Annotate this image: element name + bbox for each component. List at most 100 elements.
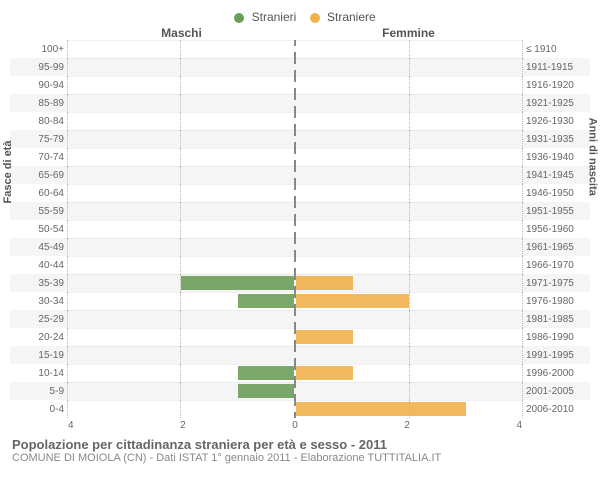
birth-label: 1931-1935 bbox=[522, 134, 590, 145]
birth-label: 1951-1955 bbox=[522, 206, 590, 217]
birth-label: 1941-1945 bbox=[522, 170, 590, 181]
birth-label: 1991-1995 bbox=[522, 350, 590, 361]
age-label: 30-34 bbox=[10, 296, 68, 307]
chart-title: Popolazione per cittadinanza straniera p… bbox=[12, 437, 588, 452]
y-axis-label-right: Anni di nascita bbox=[586, 118, 598, 196]
birth-label: 2001-2005 bbox=[522, 386, 590, 397]
age-label: 95-99 bbox=[10, 62, 68, 73]
table-row: 75-791931-1935 bbox=[10, 130, 590, 148]
female-half bbox=[296, 292, 522, 310]
chart-subtitle: COMUNE DI MOIOLA (CN) - Dati ISTAT 1° ge… bbox=[12, 452, 588, 464]
male-half bbox=[68, 310, 296, 328]
female-bar bbox=[296, 366, 353, 380]
birth-label: 1986-1990 bbox=[522, 332, 590, 343]
female-half bbox=[296, 364, 522, 382]
male-half bbox=[68, 274, 296, 292]
age-label: 35-39 bbox=[10, 278, 68, 289]
age-label: 40-44 bbox=[10, 260, 68, 271]
male-half bbox=[68, 382, 296, 400]
table-row: 70-74 1936-1940 bbox=[10, 148, 590, 166]
birth-label: 1926-1930 bbox=[522, 116, 590, 127]
age-label: 60-64 bbox=[10, 188, 68, 199]
legend-label-male: Stranieri bbox=[252, 10, 297, 24]
table-row: 15-19 1991-1995 bbox=[10, 346, 590, 364]
plot-area: Fasce di età Anni di nascita 100+≤ 19109… bbox=[10, 40, 590, 418]
male-half bbox=[68, 238, 296, 256]
male-half bbox=[68, 220, 296, 238]
table-row: 80-84 1926-1930 bbox=[10, 112, 590, 130]
pyramid-chart: Stranieri Straniere Maschi Femmine Fasce… bbox=[0, 0, 600, 500]
male-bar bbox=[238, 384, 295, 398]
table-row: 40-441966-1970 bbox=[10, 256, 590, 274]
female-half bbox=[296, 112, 522, 130]
table-row: 45-491961-1965 bbox=[10, 238, 590, 256]
male-half bbox=[68, 94, 296, 112]
male-half bbox=[68, 328, 296, 346]
female-half bbox=[296, 130, 522, 148]
table-row: 35-39 1971-1975 bbox=[10, 274, 590, 292]
table-row: 60-64 1946-1950 bbox=[10, 184, 590, 202]
birth-label: 1946-1950 bbox=[522, 188, 590, 199]
female-half bbox=[296, 400, 522, 418]
age-label: 25-29 bbox=[10, 314, 68, 325]
female-half bbox=[296, 238, 522, 256]
birth-label: 2006-2010 bbox=[522, 404, 590, 415]
table-row: 0-42006-2010 bbox=[10, 400, 590, 418]
male-half bbox=[68, 202, 296, 220]
legend-swatch-male bbox=[234, 13, 244, 23]
female-half bbox=[296, 274, 522, 292]
birth-label: 1976-1980 bbox=[522, 296, 590, 307]
x-tick: 2 bbox=[404, 420, 410, 431]
table-row: 5-9 2001-2005 bbox=[10, 382, 590, 400]
birth-label: 1916-1920 bbox=[522, 80, 590, 91]
table-row: 30-34 1976-1980 bbox=[10, 292, 590, 310]
birth-label: 1936-1940 bbox=[522, 152, 590, 163]
table-row: 85-89 1921-1925 bbox=[10, 94, 590, 112]
female-bar bbox=[296, 402, 466, 416]
male-half bbox=[68, 400, 296, 418]
female-half bbox=[296, 346, 522, 364]
age-label: 20-24 bbox=[10, 332, 68, 343]
header-male: Maschi bbox=[68, 26, 295, 40]
age-label: 45-49 bbox=[10, 242, 68, 253]
age-label: 5-9 bbox=[10, 386, 68, 397]
age-label: 70-74 bbox=[10, 152, 68, 163]
age-label: 85-89 bbox=[10, 98, 68, 109]
female-half bbox=[296, 328, 522, 346]
table-row: 95-991911-1915 bbox=[10, 58, 590, 76]
female-half bbox=[296, 40, 522, 58]
table-row: 65-691941-1945 bbox=[10, 166, 590, 184]
birth-label: 1971-1975 bbox=[522, 278, 590, 289]
age-label: 50-54 bbox=[10, 224, 68, 235]
female-half bbox=[296, 202, 522, 220]
male-half bbox=[68, 256, 296, 274]
male-half bbox=[68, 364, 296, 382]
table-row: 25-29 1981-1985 bbox=[10, 310, 590, 328]
table-row: 55-59 1951-1955 bbox=[10, 202, 590, 220]
section-headers: Maschi Femmine bbox=[10, 26, 590, 40]
male-bar bbox=[181, 276, 294, 290]
table-row: 50-54 1956-1960 bbox=[10, 220, 590, 238]
age-label: 80-84 bbox=[10, 116, 68, 127]
y-axis-label-left: Fasce di età bbox=[2, 141, 14, 204]
x-tick: 4 bbox=[68, 420, 74, 431]
birth-label: 1956-1960 bbox=[522, 224, 590, 235]
header-female: Femmine bbox=[295, 26, 522, 40]
birth-label: 1981-1985 bbox=[522, 314, 590, 325]
female-half bbox=[296, 256, 522, 274]
legend: Stranieri Straniere bbox=[10, 10, 590, 24]
female-half bbox=[296, 166, 522, 184]
age-label: 55-59 bbox=[10, 206, 68, 217]
birth-label: 1921-1925 bbox=[522, 98, 590, 109]
age-label: 90-94 bbox=[10, 80, 68, 91]
male-half bbox=[68, 166, 296, 184]
x-tick: 2 bbox=[180, 420, 186, 431]
male-half bbox=[68, 130, 296, 148]
x-tick: 0 bbox=[292, 420, 298, 431]
male-half bbox=[68, 58, 296, 76]
female-half bbox=[296, 220, 522, 238]
birth-label: ≤ 1910 bbox=[522, 44, 590, 55]
age-label: 15-19 bbox=[10, 350, 68, 361]
male-half bbox=[68, 148, 296, 166]
female-half bbox=[296, 58, 522, 76]
